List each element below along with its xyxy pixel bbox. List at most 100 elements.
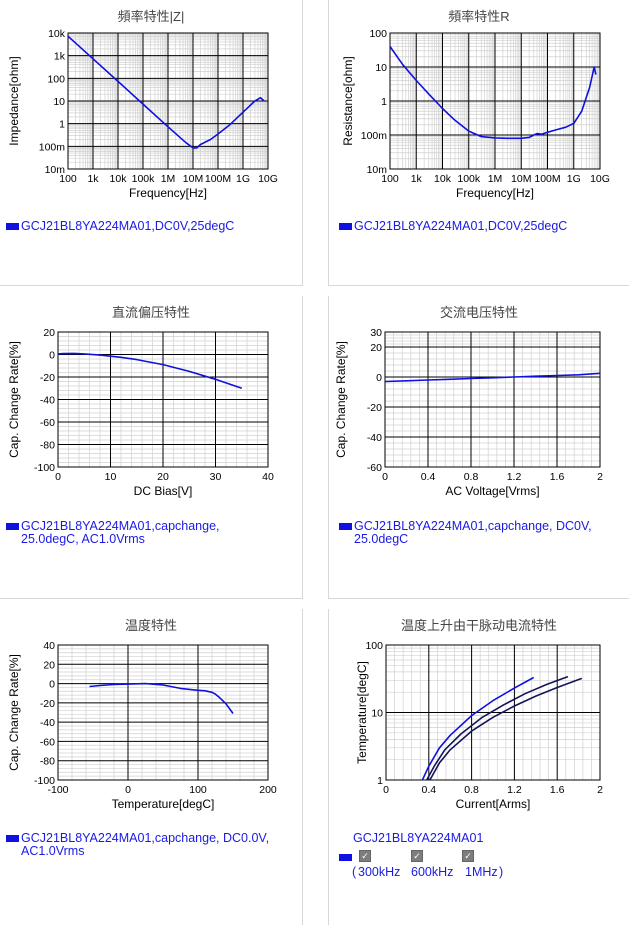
plot-frame — [384, 331, 601, 468]
x-tick-label: 1.2 — [507, 784, 522, 796]
plot-frame — [389, 32, 601, 170]
series-line — [425, 675, 569, 781]
legend[interactable]: GCJ21BL8YA224MA01,capchange, 25.0degC, A… — [6, 520, 220, 546]
y-tick-label: 10k — [48, 28, 66, 40]
y-tick-label: 40 — [43, 640, 55, 652]
y-axis-label: Cap. Change Rate[%] — [334, 341, 348, 458]
y-tick-label: -40 — [40, 395, 55, 407]
x-tick-label: 10G — [590, 173, 610, 185]
y-tick-label: 100m — [39, 141, 66, 153]
y-axis-label: Cap. Change Rate[%] — [7, 341, 21, 458]
checkbox-row: ✓ ✓ ✓ ( 300kHz 600kHz 1MHz ) — [339, 850, 539, 882]
series-line — [57, 352, 243, 390]
legend-label: GCJ21BL8YA224MA01,DC0V,25degC — [21, 219, 235, 233]
chart-title: 直流偏压特性 — [111, 305, 190, 320]
x-tick-label: 1M — [488, 173, 503, 185]
x-axis-label: Current[Arms] — [456, 797, 531, 811]
x-tick-label: 2 — [597, 784, 603, 796]
series-line — [429, 677, 583, 781]
x-tick-label: 100 — [189, 784, 207, 796]
y-tick-label: 0 — [49, 350, 55, 362]
plot-frame — [57, 331, 269, 468]
series-line — [67, 35, 265, 149]
x-tick-label: 100M — [534, 173, 560, 185]
panel-resistance: 頻率特性R 100 1k 10k 100k 1M 10M 100M 1G 10G 10m 100m 1… — [328, 0, 629, 286]
legend-swatch — [339, 223, 352, 231]
y-tick-label: 10m — [367, 164, 388, 176]
legend[interactable]: GCJ21BL8YA224MA01,capchange, DC0.0V, AC1… — [6, 832, 269, 858]
y-tick-label: -100 — [34, 462, 55, 474]
y-tick-label: 1 — [377, 775, 383, 787]
temperature-chart: -100 0 100 20040200-20-40-60-80-100Temperat… — [7, 640, 277, 811]
chart-title: 頻率特性|Z| — [117, 9, 185, 24]
y-tick-label: -60 — [367, 462, 382, 474]
y-tick-label: -60 — [40, 736, 55, 748]
y-tick-label: 10m — [45, 164, 66, 176]
x-tick-label: 1G — [236, 173, 250, 185]
checkbox-label-1mhz: 1MHz — [465, 865, 498, 879]
legend-swatch — [339, 523, 352, 531]
x-tick-label: 0 — [383, 784, 389, 796]
x-tick-label: 2 — [597, 471, 603, 483]
checkbox-1mhz[interactable]: ✓ — [462, 850, 474, 862]
ac-voltage-chart: 0 0.4 0.8 1.2 1.6 2 30 20 0 -20 -40 -60 AC Voltage[V… — [334, 327, 603, 498]
x-axis-label: DC Bias[V] — [134, 484, 193, 498]
y-tick-label: -60 — [40, 417, 55, 429]
legend-label-line2: 25.0degC, AC1.0Vrms — [21, 532, 145, 546]
y-tick-label: 30 — [370, 327, 382, 339]
plot-frame — [67, 32, 269, 170]
chart-title: 頻率特性R — [448, 9, 510, 24]
chart-title: 温度上升由干脉动电流特性 — [400, 618, 557, 633]
ripple-current-chart: 0 0.4 0.8 1.2 1.6 2 1 10 100 Current[Arms] Tempera… — [355, 640, 603, 811]
y-tick-label: 100 — [369, 28, 387, 40]
checkbox-300khz[interactable]: ✓ — [359, 850, 371, 862]
x-axis-label: Frequency[Hz] — [456, 186, 534, 200]
x-tick-label: 100M — [205, 173, 231, 185]
x-tick-label: 30 — [210, 471, 222, 483]
x-tick-label: 1.6 — [550, 784, 565, 796]
legend-swatch — [339, 854, 352, 861]
x-tick-label: 20 — [157, 471, 169, 483]
y-tick-label: -100 — [34, 775, 55, 787]
x-tick-label: 10k — [110, 173, 128, 185]
dc-bias-chart: 0 10 20 30 40 20 0 -20 -40 -60 -80 -100 DC Bias[V] Ca… — [7, 327, 274, 498]
series-line — [421, 676, 535, 781]
legend[interactable]: GCJ21BL8YA224MA01,DC0V,25degC — [6, 220, 234, 233]
x-tick-label: 100k — [132, 173, 156, 185]
series-line — [89, 682, 234, 714]
x-axis-label: Frequency[Hz] — [129, 186, 207, 200]
legend-label: GCJ21BL8YA224MA01,capchange, — [21, 519, 220, 533]
y-tick-label: 10 — [53, 96, 65, 108]
y-axis-label: Temperature[degC] — [355, 661, 369, 764]
y-axis-label: Resistance[ohm] — [341, 56, 355, 145]
y-tick-label: 20 — [43, 327, 55, 339]
y-tick-label: 20 — [370, 342, 382, 354]
checkbox-600khz[interactable]: ✓ — [411, 850, 423, 862]
y-tick-label: -20 — [40, 372, 55, 384]
x-axis-label: AC Voltage[Vrms] — [445, 484, 539, 498]
y-tick-label: 10 — [375, 62, 387, 74]
x-tick-label: 1.2 — [507, 471, 522, 483]
series-line — [389, 46, 597, 140]
legend[interactable]: GCJ21BL8YA224MA01,capchange, DC0V, 25.0d… — [339, 520, 592, 546]
panel-impedance: 頻率特性|Z| 100 1k 10k 100k 1M 10M 100M 1G 10G 10m 100… — [0, 0, 303, 286]
x-tick-label: 100k — [457, 173, 481, 185]
x-tick-label: 1k — [87, 173, 99, 185]
y-tick-label: 0 — [49, 679, 55, 691]
panel-dc-bias: 直流偏压特性 0 10 20 30 40 20 0 -20 -40 -60 -80 -100 DC Bi… — [0, 296, 303, 599]
x-tick-label: 10 — [105, 471, 117, 483]
chart-title: 温度特性 — [124, 618, 177, 633]
legend[interactable]: GCJ21BL8YA224MA01,DC0V,25degC — [339, 220, 567, 233]
resistance-chart: 100 1k 10k 100k 1M 10M 100M 1G 10G 10m 100m 1 10 100 F… — [341, 28, 610, 200]
x-tick-label: 0.4 — [421, 784, 436, 796]
legend-swatch — [6, 523, 19, 531]
y-tick-label: 100 — [365, 640, 383, 652]
y-axis-label: Cap. Change Rate[%] — [7, 654, 21, 771]
x-tick-label: 1G — [567, 173, 581, 185]
x-tick-label: -100 — [47, 784, 68, 796]
y-tick-label: 100 — [47, 73, 65, 85]
y-tick-label: -20 — [40, 698, 55, 710]
y-tick-label: -80 — [40, 440, 55, 452]
x-tick-label: 10M — [183, 173, 203, 185]
panel-temperature: 温度特性 -100 0 100 200 40 20 0 -20 -40 -60 -80 -100 Tem… — [0, 609, 303, 925]
